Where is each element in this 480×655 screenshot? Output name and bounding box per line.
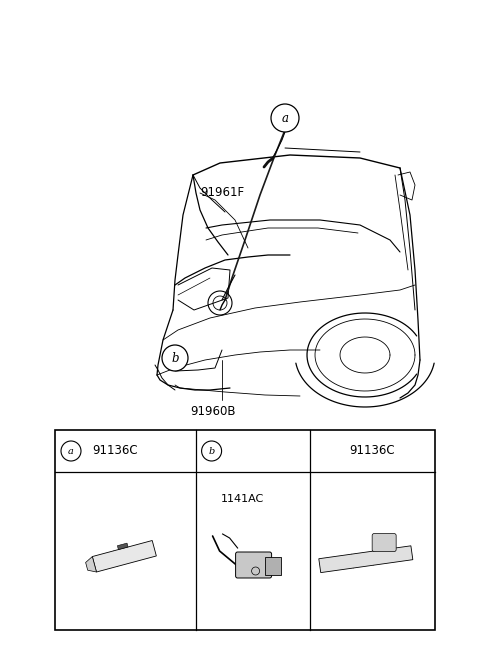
Polygon shape — [319, 546, 413, 572]
Text: a: a — [68, 447, 74, 455]
Text: b: b — [171, 352, 179, 364]
Text: a: a — [281, 111, 288, 124]
Text: 91961F: 91961F — [200, 187, 244, 200]
Circle shape — [271, 104, 299, 132]
Text: 91136C: 91136C — [349, 445, 395, 457]
FancyBboxPatch shape — [372, 534, 396, 552]
Text: b: b — [208, 447, 215, 455]
FancyBboxPatch shape — [236, 552, 272, 578]
Text: 91136C: 91136C — [92, 445, 138, 457]
FancyBboxPatch shape — [264, 557, 281, 575]
Polygon shape — [92, 540, 156, 572]
Text: 1141AC: 1141AC — [221, 494, 264, 504]
Circle shape — [162, 345, 188, 371]
Polygon shape — [85, 557, 96, 572]
Bar — [55, 430, 435, 630]
Polygon shape — [118, 543, 128, 550]
Text: 91960B: 91960B — [190, 405, 236, 418]
